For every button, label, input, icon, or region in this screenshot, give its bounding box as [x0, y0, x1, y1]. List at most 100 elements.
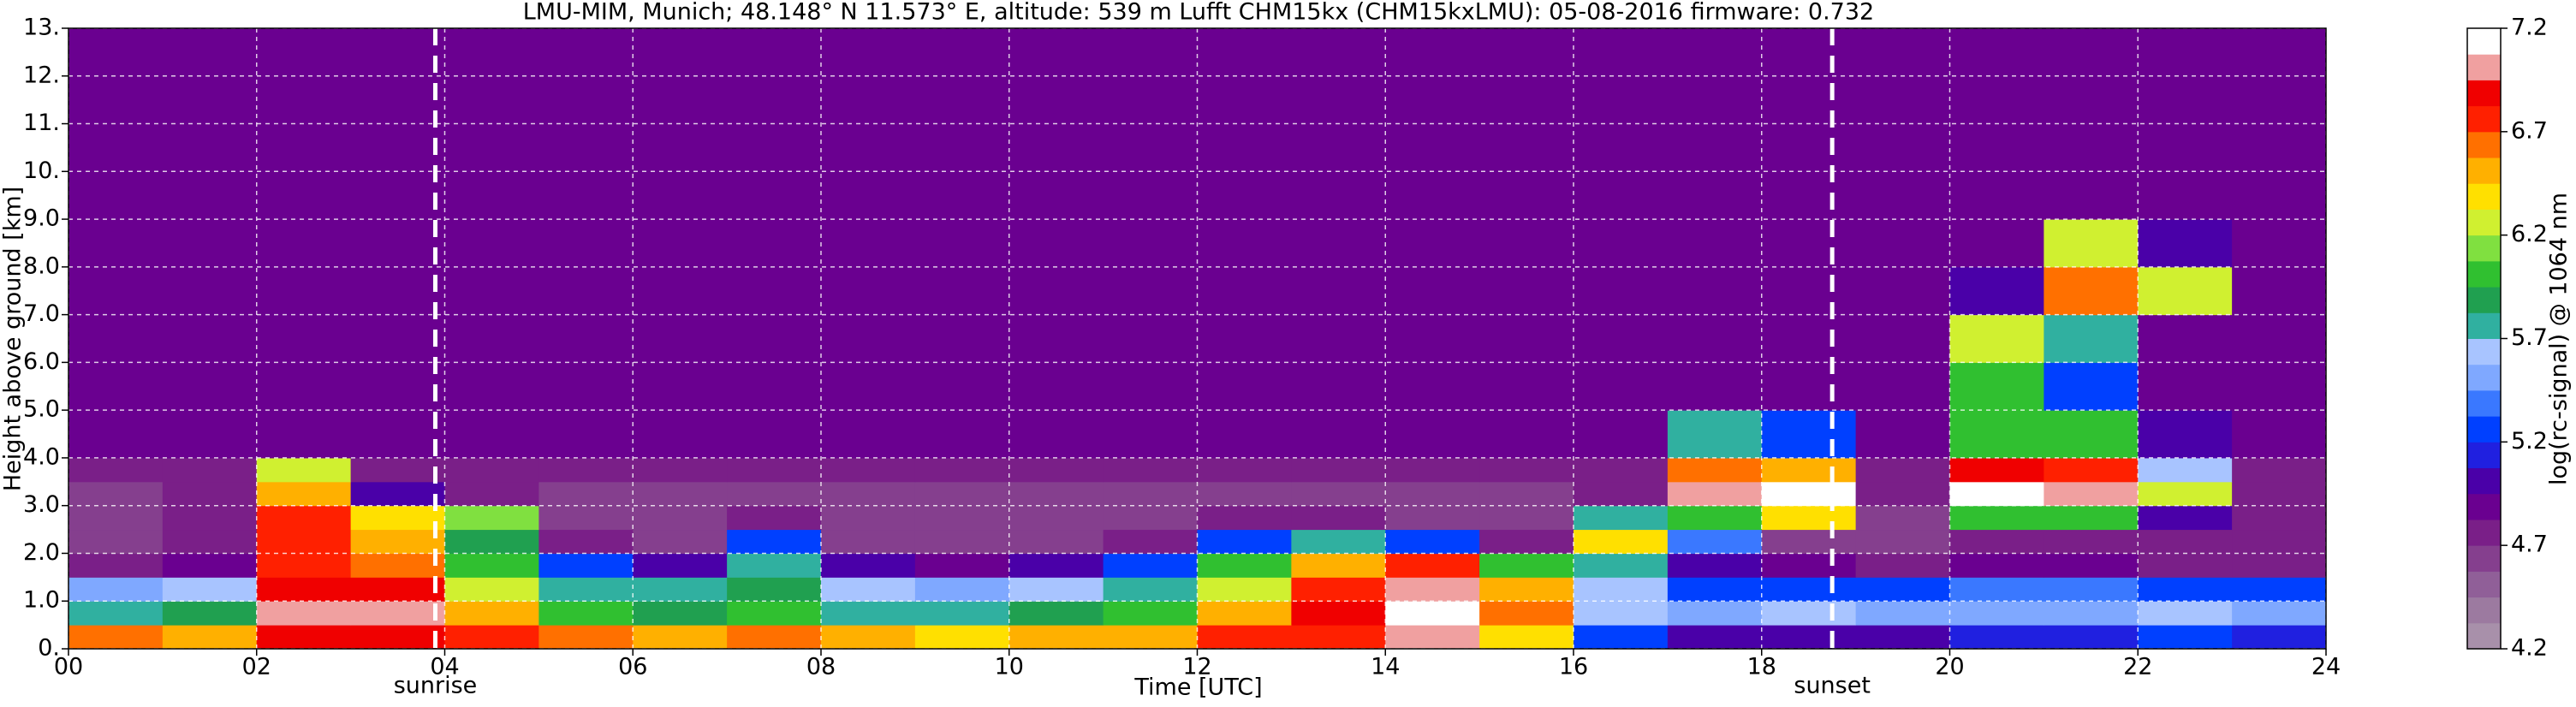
colorbar-swatch: [2467, 545, 2501, 572]
heat-cell: [1197, 505, 1292, 531]
heat-cell: [1197, 529, 1292, 554]
heat-cell: [2138, 577, 2233, 602]
heat-cell: [633, 219, 728, 268]
heat-cell: [350, 362, 445, 411]
colorbar-label: log(rc-signal) @ 1064 nm: [2546, 193, 2573, 485]
heat-cell: [350, 553, 445, 578]
heat-cell: [727, 219, 822, 268]
x-tick-label: 04: [430, 654, 459, 680]
heat-cell: [1479, 553, 1574, 578]
heat-cell: [2232, 577, 2327, 602]
heat-cell: [1667, 219, 1763, 268]
heat-cell: [633, 481, 728, 507]
heat-cell: [1855, 457, 1950, 483]
heat-cell: [821, 601, 916, 626]
heat-cell: [162, 601, 258, 626]
heat-cell: [1949, 529, 2044, 554]
heat-cell: [68, 314, 164, 363]
x-tick-label: 10: [995, 654, 1024, 680]
heat-cell: [1574, 314, 1669, 363]
heat-cell: [1385, 577, 1480, 602]
heat-cell: [162, 266, 258, 316]
heat-cell: [1761, 625, 1857, 650]
heat-cell: [1761, 529, 1857, 554]
heat-cell: [68, 410, 164, 459]
heat-cell: [1291, 457, 1386, 483]
heat-cell: [727, 481, 822, 507]
heat-cell: [444, 314, 539, 363]
colorbar-swatch: [2467, 442, 2501, 469]
heat-cell: [1008, 219, 1104, 268]
heat-cell: [256, 219, 352, 268]
heat-cell: [162, 410, 258, 459]
heat-cell: [1197, 219, 1292, 268]
heat-cell: [538, 410, 634, 459]
heat-cell: [1197, 601, 1292, 626]
heat-cell: [162, 505, 258, 531]
heat-cell: [1103, 362, 1198, 411]
x-tick-label: 18: [1747, 654, 1776, 680]
heat-cell: [821, 314, 916, 363]
heat-cell: [1385, 266, 1480, 316]
colorbar-swatch: [2467, 597, 2501, 624]
heat-cell: [1008, 505, 1104, 531]
heat-cell: [256, 505, 352, 531]
heat-cell: [1291, 601, 1386, 626]
heat-cell: [2232, 529, 2327, 554]
heat-cell: [444, 601, 539, 626]
heat-cell: [633, 505, 728, 531]
heat-cell: [727, 266, 822, 316]
y-tick-label: 10.: [23, 157, 60, 184]
heat-cell: [1574, 625, 1669, 650]
x-tick-label: 12: [1182, 654, 1211, 680]
heat-cell: [1008, 625, 1104, 650]
heat-cell: [914, 266, 1010, 316]
heat-cell: [1479, 219, 1574, 268]
heat-cell: [1103, 266, 1198, 316]
heat-cell: [1197, 625, 1292, 650]
heat-cell: [1103, 481, 1198, 507]
heat-cell: [1761, 410, 1857, 459]
heat-cell: [633, 457, 728, 483]
heat-cell: [68, 577, 164, 602]
heat-cell: [538, 601, 634, 626]
heat-cell: [1855, 219, 1950, 268]
heat-cell: [444, 505, 539, 531]
heat-cell: [256, 577, 352, 602]
heat-cell: [2138, 410, 2233, 459]
y-tick-label: 7.0: [23, 300, 60, 327]
heat-cell: [727, 457, 822, 483]
colorbar-swatch: [2467, 235, 2501, 262]
heat-cell: [2044, 314, 2139, 363]
heat-cell: [68, 505, 164, 531]
heat-cell: [350, 481, 445, 507]
heat-cell: [1949, 601, 2044, 626]
heat-cell: [538, 577, 634, 602]
y-tick-label: 3.0: [23, 491, 60, 518]
heat-cell: [1103, 505, 1198, 531]
heat-cell: [1103, 553, 1198, 578]
heat-cell: [1291, 553, 1386, 578]
heat-cell: [444, 529, 539, 554]
heat-cell: [2232, 553, 2327, 578]
heat-cell: [633, 529, 728, 554]
heat-cell: [1479, 625, 1574, 650]
heat-cell: [68, 457, 164, 483]
heat-cell: [2044, 219, 2139, 268]
heat-cell: [1385, 529, 1480, 554]
x-tick-label: 20: [1935, 654, 1964, 680]
heat-cell: [1574, 362, 1669, 411]
y-tick-label: 1.0: [23, 587, 60, 614]
heat-cell: [914, 314, 1010, 363]
heat-cell: [2138, 553, 2233, 578]
heat-cell: [350, 529, 445, 554]
heat-cell: [68, 553, 164, 578]
heat-cell: [2232, 266, 2327, 316]
heat-cell: [444, 219, 539, 268]
heat-cell: [727, 314, 822, 363]
colorbar-swatch: [2467, 105, 2501, 133]
heat-cell: [1103, 457, 1198, 483]
heat-cell: [821, 410, 916, 459]
heat-cell: [2232, 314, 2327, 363]
